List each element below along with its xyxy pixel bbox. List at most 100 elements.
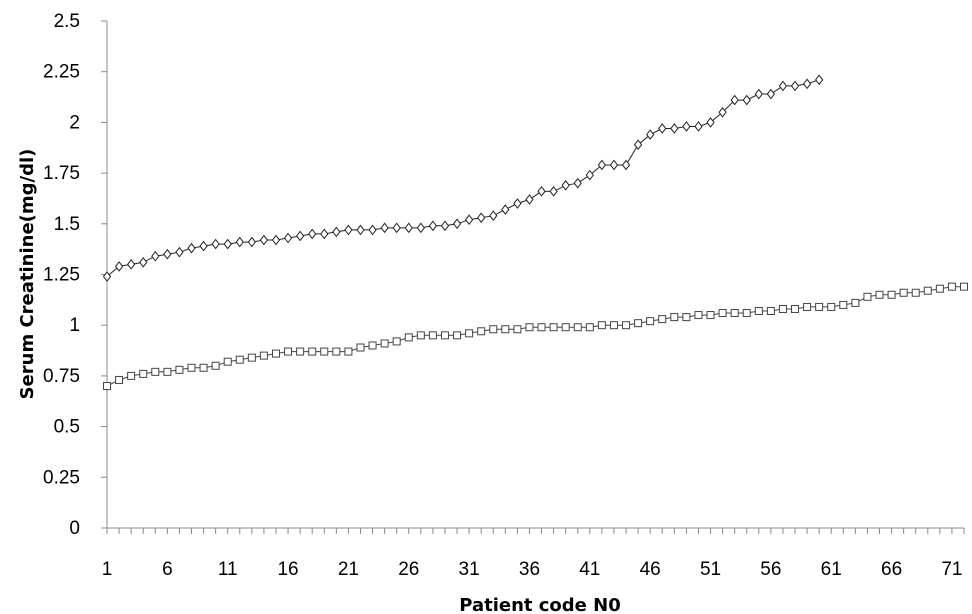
square-point — [404, 333, 413, 342]
diamond-point — [549, 186, 558, 197]
square-point — [960, 282, 968, 291]
diamond-point — [525, 194, 534, 205]
diamond-point — [308, 228, 317, 240]
diamond-point — [199, 240, 208, 252]
square-point — [634, 319, 643, 328]
diamond-point — [380, 222, 389, 234]
y-axis-ticks: 0 0.25 0.5 0.75 1 1.25 1.5 1.75 2 2.25 2.5 — [43, 11, 107, 539]
diamond-point — [368, 224, 377, 236]
diamond-point — [609, 159, 619, 171]
square-point — [477, 327, 486, 336]
diamond-point — [211, 238, 220, 250]
y-axis-title: Serum Creatinine(mg/dl) — [17, 149, 38, 400]
x-tick-label: 71 — [941, 559, 962, 580]
diamond-point — [223, 238, 232, 250]
square-point — [899, 288, 908, 297]
diamond-point — [235, 236, 244, 248]
square-point — [392, 337, 401, 346]
diamond-point — [658, 123, 667, 134]
y-tick-label: 0.5 — [54, 417, 80, 438]
diamond-point — [501, 204, 510, 215]
square-point — [175, 365, 184, 374]
square-point — [815, 302, 824, 311]
diamond-point — [477, 212, 486, 224]
square-point — [622, 321, 631, 330]
square-point — [597, 321, 606, 330]
square-point — [513, 325, 522, 334]
square-point — [453, 331, 462, 340]
square-point — [646, 317, 655, 326]
diamond-point — [489, 210, 498, 222]
x-axis-title: Patient code N0 — [459, 595, 621, 614]
square-point — [235, 355, 244, 364]
square-point — [561, 323, 570, 332]
square-point — [694, 311, 703, 320]
square-point — [778, 304, 787, 313]
y-tick-label: 1 — [69, 315, 80, 336]
diamond-point — [694, 121, 703, 132]
diamond-point — [440, 220, 450, 232]
square-point — [573, 323, 582, 332]
square-point — [911, 288, 920, 297]
x-tick-label: 6 — [162, 559, 173, 580]
diamond-point — [561, 179, 570, 191]
diamond-point — [802, 78, 812, 90]
diamond-point — [778, 80, 788, 92]
square-point — [670, 313, 679, 322]
square-point — [320, 347, 329, 356]
x-tick-label: 41 — [579, 559, 600, 580]
square-point — [139, 369, 148, 378]
diamond-point — [392, 222, 401, 234]
diamond-point — [127, 259, 136, 270]
square-point — [259, 351, 268, 360]
square-point — [368, 341, 377, 350]
diamond-point — [332, 226, 341, 238]
diamond-point — [271, 234, 281, 246]
square-point — [887, 290, 896, 299]
square-point — [296, 347, 305, 356]
square-point — [211, 361, 220, 370]
square-point — [332, 347, 341, 356]
square-point — [416, 331, 425, 340]
diamond-point — [344, 224, 353, 236]
diamond-point — [175, 246, 184, 258]
diamond-point — [670, 123, 679, 134]
y-tick-label: 0.75 — [43, 366, 80, 387]
diamond-point — [151, 250, 160, 262]
square-point — [440, 331, 449, 340]
series-1 — [102, 74, 824, 282]
square-point — [308, 347, 317, 356]
x-tick-label: 11 — [218, 559, 238, 580]
square-point — [851, 298, 860, 307]
diamond-point — [646, 129, 655, 140]
diamond-point — [416, 222, 425, 234]
square-point — [839, 300, 848, 309]
square-point — [187, 363, 196, 372]
square-point — [103, 382, 111, 391]
square-point — [730, 309, 739, 318]
x-tick-label: 46 — [640, 559, 661, 580]
y-tick-label: 2 — [69, 112, 80, 133]
diamond-point — [464, 214, 474, 226]
diamond-point — [597, 159, 607, 171]
diamond-point — [295, 230, 305, 242]
square-point — [428, 331, 437, 340]
diamond-point — [259, 234, 269, 246]
square-point — [609, 321, 618, 330]
diamond-point — [283, 232, 293, 244]
x-tick-label: 1 — [102, 559, 113, 580]
square-point — [501, 325, 510, 334]
diamond-point — [754, 88, 763, 100]
square-point — [791, 304, 800, 313]
square-point — [356, 343, 365, 352]
x-axis-ticks: 1 6 11 16 21 26 31 36 41 46 51 56 61 66 71 — [102, 528, 965, 580]
square-point — [718, 309, 727, 318]
diamond-point — [320, 228, 329, 240]
diamond-point — [730, 94, 739, 106]
square-point — [525, 323, 534, 332]
series-2 — [103, 282, 968, 391]
square-point — [935, 284, 944, 293]
diamond-point — [682, 121, 691, 132]
square-point — [682, 313, 691, 322]
